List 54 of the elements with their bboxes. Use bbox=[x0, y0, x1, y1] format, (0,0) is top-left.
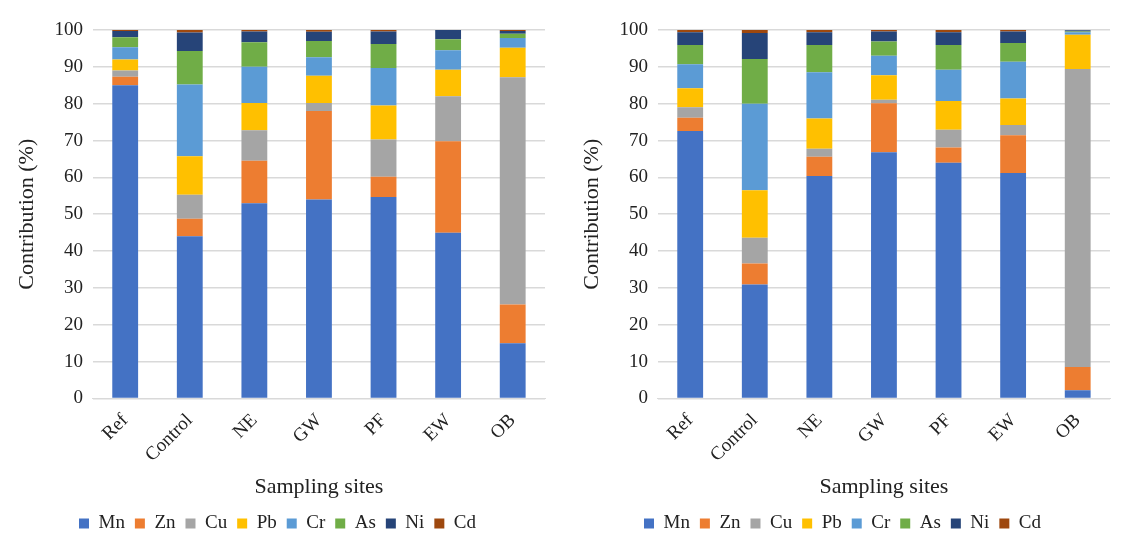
legend-label: Mn bbox=[663, 511, 691, 533]
y-tick-label: 30 bbox=[63, 275, 83, 297]
y-axis-title: Contribution (%) bbox=[12, 138, 38, 290]
x-tick-label: PF bbox=[360, 408, 390, 439]
legend-label: Cr bbox=[306, 511, 326, 533]
y-tick-label: 60 bbox=[628, 165, 648, 187]
legend-label: Mn bbox=[98, 511, 126, 533]
y-tick-label: 10 bbox=[628, 349, 648, 371]
legend-label: Pb bbox=[821, 511, 842, 533]
legend-label: Cd bbox=[453, 511, 477, 533]
legend-label: Ni bbox=[970, 511, 990, 533]
legend-label: Ni bbox=[405, 511, 425, 533]
x-axis-title: Sampling sites bbox=[819, 472, 949, 498]
x-axis-title: Sampling sites bbox=[254, 472, 384, 498]
x-tick-label: EW bbox=[418, 408, 455, 445]
x-tick-label: OB bbox=[1050, 408, 1085, 443]
y-tick-label: 0 bbox=[73, 386, 83, 408]
y-tick-label: 90 bbox=[628, 54, 648, 76]
x-tick-label: NE bbox=[792, 408, 826, 442]
y-tick-label: 30 bbox=[628, 275, 648, 297]
x-tick-label: Ref bbox=[97, 408, 133, 444]
y-tick-label: 20 bbox=[63, 312, 83, 334]
y-tick-label: 80 bbox=[628, 91, 648, 113]
y-tick-label: 40 bbox=[628, 239, 648, 261]
y-tick-label: 50 bbox=[628, 202, 648, 224]
legend-label: Zn bbox=[154, 511, 176, 533]
y-tick-label: 20 bbox=[628, 312, 648, 334]
legend-label: Cu bbox=[769, 511, 793, 533]
x-tick-label: PF bbox=[925, 408, 955, 439]
y-tick-label: 10 bbox=[63, 349, 83, 371]
x-tick-label: GW bbox=[288, 408, 326, 447]
x-tick-label: EW bbox=[983, 408, 1020, 445]
y-tick-label: 100 bbox=[619, 17, 648, 39]
y-tick-label: 70 bbox=[628, 128, 648, 150]
legend-label: As bbox=[354, 511, 376, 533]
y-tick-label: 60 bbox=[63, 165, 83, 187]
y-tick-label: 80 bbox=[63, 91, 83, 113]
x-tick-label: Ref bbox=[662, 408, 698, 444]
y-tick-label: 100 bbox=[54, 17, 83, 39]
y-tick-label: 0 bbox=[638, 386, 648, 408]
legend-label: Zn bbox=[719, 511, 741, 533]
y-axis-title: Contribution (%) bbox=[577, 138, 603, 290]
y-tick-label: 50 bbox=[63, 202, 83, 224]
legend-label: Cu bbox=[204, 511, 228, 533]
legend-label: Pb bbox=[256, 511, 277, 533]
x-tick-label: GW bbox=[853, 408, 891, 447]
legend-label: As bbox=[919, 511, 941, 533]
y-tick-label: 40 bbox=[63, 239, 83, 261]
legend-label: Cd bbox=[1018, 511, 1042, 533]
y-tick-label: 90 bbox=[63, 54, 83, 76]
y-tick-label: 70 bbox=[63, 128, 83, 150]
legend-label: Cr bbox=[871, 511, 891, 533]
x-tick-label: OB bbox=[485, 408, 520, 443]
x-tick-label: NE bbox=[227, 408, 261, 442]
